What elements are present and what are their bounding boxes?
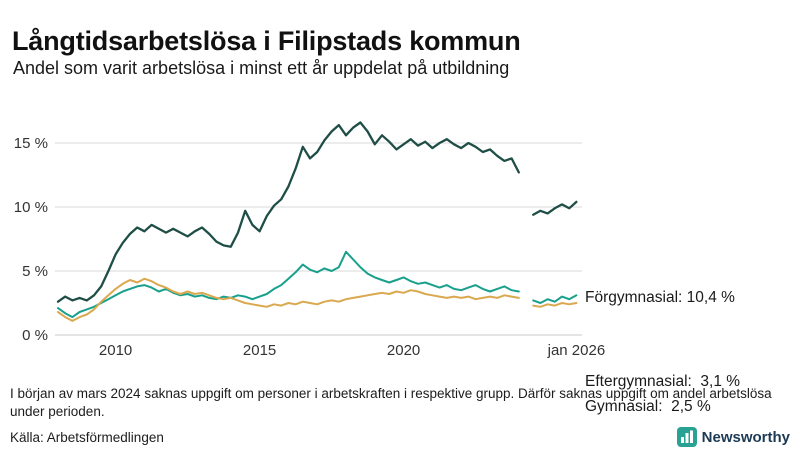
- chart-subtitle: Andel som varit arbetslösa i minst ett å…: [13, 58, 510, 78]
- newsworthy-icon: [676, 427, 697, 447]
- svg-text:2015: 2015: [243, 342, 276, 359]
- series-label-gymnasial: Gymnasial: 2,5 %: [585, 398, 711, 415]
- svg-text:0 %: 0 %: [22, 327, 48, 344]
- svg-text:5 %: 5 %: [22, 263, 48, 280]
- svg-text:10 %: 10 %: [14, 199, 48, 216]
- series-label-forgymnasial: Förgymnasial: 10,4 %: [585, 289, 735, 306]
- series-label-eftergymnasial: Eftergymnasial: 3,1 %: [585, 373, 741, 390]
- svg-text:2020: 2020: [387, 342, 420, 359]
- chart-title: Långtidsarbetslösa i Filipstads kommun: [12, 26, 521, 57]
- svg-text:jan 2026: jan 2026: [547, 342, 606, 359]
- svg-text:15 %: 15 %: [14, 135, 48, 152]
- line-chart: 0 % 5 % 10 % 15 % 2010 2015 2020 jan 2026 Förgy…: [0, 95, 800, 415]
- chart-canvas: 0 % 5 % 10 % 15 % 2010 2015 2020 jan 2026: [14, 121, 606, 359]
- source-text: Källa: Arbetsförmedlingen: [10, 430, 164, 445]
- svg-text:2010: 2010: [99, 342, 132, 359]
- footnote: I början av mars 2024 saknas uppgift om …: [10, 386, 772, 420]
- newsworthy-logo-text: Newsworthy: [701, 428, 790, 446]
- newsworthy-logo: Newsworthy: [676, 427, 790, 447]
